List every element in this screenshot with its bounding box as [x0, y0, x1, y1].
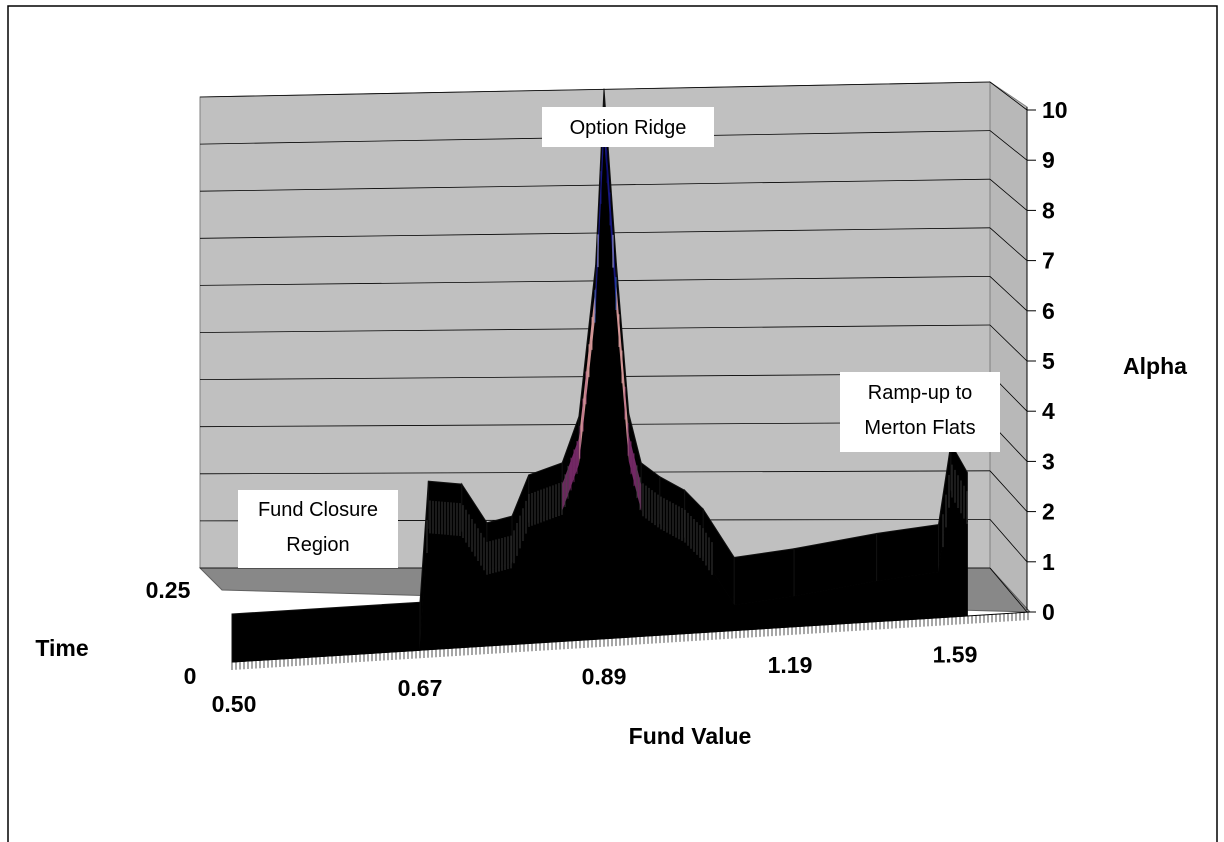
z-tick-label: 5 — [1042, 348, 1055, 374]
y-axis-tick-labels: 00.25 — [146, 577, 197, 689]
annotation-option-ridge: Option Ridge — [542, 107, 714, 147]
annotation-ramp-up-line-1: Ramp-up to — [868, 382, 973, 404]
wall-gridline — [199, 81, 991, 98]
z-axis-ticks: 0 1 2 3 4 5 6 7 8 9 10 — [1027, 97, 1068, 625]
right-wall — [989, 81, 1028, 612]
z-tick-label: 2 — [1042, 499, 1055, 525]
x-tick-label: 0.89 — [582, 664, 627, 690]
wall-gridline-side — [989, 324, 1028, 362]
annotation-fund-closure-line-2: Region — [286, 534, 349, 556]
wall-gridline-side — [989, 130, 1028, 161]
annotation-ramp-up: Ramp-up to Merton Flats — [840, 372, 1000, 452]
alpha-surface — [231, 88, 968, 663]
wall-gridline-side — [989, 178, 1028, 211]
z-tick-label: 0 — [1042, 599, 1055, 625]
surface-band — [628, 435, 642, 511]
x-tick-label: 1.59 — [933, 642, 978, 668]
z-tick-label: 9 — [1042, 147, 1055, 173]
x-axis-line — [231, 611, 1031, 663]
wall-gridline-side — [989, 276, 1028, 312]
wall-gridline — [199, 178, 991, 192]
annotation-ramp-up-line-2: Merton Flats — [864, 417, 975, 439]
wall-gridline-side — [989, 470, 1028, 512]
x-axis-minor-ticks — [231, 612, 1029, 670]
wall-gridline-side — [989, 81, 1028, 111]
z-tick-label: 7 — [1042, 248, 1055, 274]
x-tick-label: 0.67 — [398, 675, 443, 701]
annotation-fund-closure-line-1: Fund Closure — [258, 499, 378, 521]
z-tick-label: 6 — [1042, 298, 1055, 324]
wall-gridline-side — [989, 567, 1028, 613]
x-axis-tick-labels: 0.50 0.67 0.89 1.19 1.59 — [212, 642, 978, 717]
y-tick-label: 0.25 — [146, 577, 191, 603]
surface-patch — [733, 548, 795, 607]
wall-gridline-side — [989, 227, 1028, 261]
annotation-fund-closure: Fund Closure Region — [238, 490, 398, 568]
z-tick-label: 10 — [1042, 97, 1068, 123]
surface-patch — [876, 523, 939, 583]
wall-gridline-side — [989, 519, 1028, 563]
wall-gridline — [199, 227, 991, 239]
x-tick-label: 0.50 — [212, 691, 257, 717]
y-tick-label: 0 — [184, 663, 197, 689]
z-axis-title: Alpha — [1123, 353, 1187, 379]
chart-border — [7, 5, 1218, 842]
x-tick-label: 1.19 — [768, 652, 813, 678]
z-tick-label: 4 — [1042, 398, 1055, 424]
annotation-option-ridge-line-1: Option Ridge — [570, 117, 687, 139]
x-axis-title: Fund Value — [629, 723, 752, 749]
z-tick-label: 3 — [1042, 448, 1055, 474]
z-tick-label: 8 — [1042, 197, 1055, 223]
z-tick-label: 1 — [1042, 549, 1055, 575]
y-axis-title: Time — [35, 635, 88, 661]
